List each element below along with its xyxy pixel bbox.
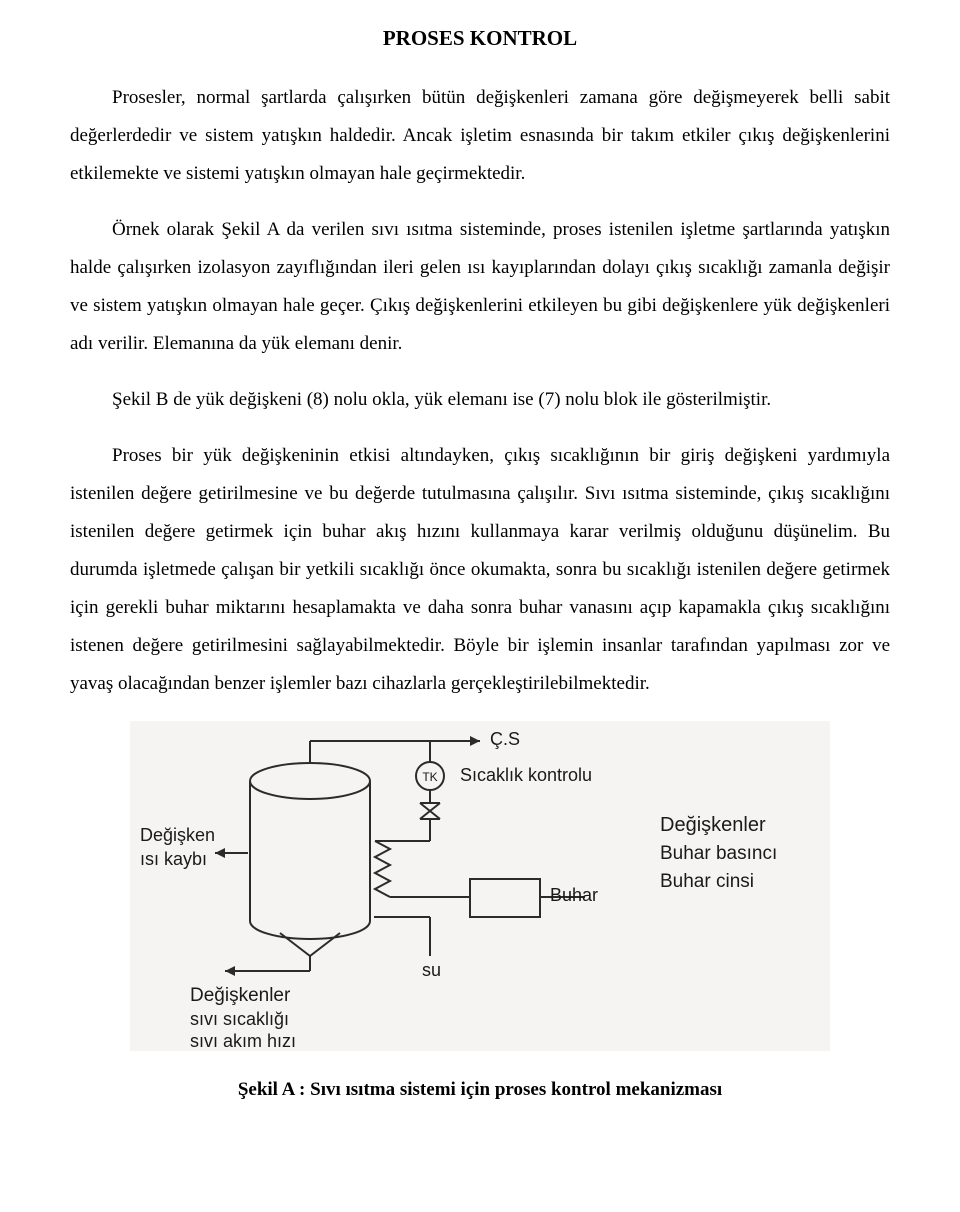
figure-caption: Şekil A : Sıvı ısıtma sistemi için prose…: [70, 1079, 890, 1101]
document-page: PROSES KONTROL Prosesler, normal şartlar…: [0, 0, 960, 1212]
label-degiskenler-right: Değişkenler: [660, 814, 766, 836]
label-sivi-sicakligi: sıvı sıcaklığı: [190, 1009, 289, 1029]
label-isi-kaybi: ısı kaybı: [140, 849, 207, 869]
page-title: PROSES KONTROL: [70, 26, 890, 51]
label-buhar: Buhar: [550, 885, 598, 905]
label-cs: Ç.S: [490, 729, 520, 749]
paragraph-1: Prosesler, normal şartlarda çalışırken b…: [70, 79, 890, 193]
label-degiskenler-left: Değişkenler: [190, 985, 291, 1006]
steam-box: [470, 879, 540, 917]
paragraph-2: Örnek olarak Şekil A da verilen sıvı ısı…: [70, 211, 890, 363]
label-controller: TK: [422, 770, 437, 784]
label-sicaklik-kontrolu: Sıcaklık kontrolu: [460, 765, 592, 785]
label-su: su: [422, 960, 441, 980]
label-buhar-cinsi: Buhar cinsi: [660, 871, 754, 892]
paragraph-4: Proses bir yük değişkeninin etkisi altın…: [70, 437, 890, 703]
figure-a-diagram: Ç.S TK Sıcaklık kontrolu Değişkenler Buh…: [130, 721, 830, 1051]
label-degisken: Değişken: [140, 825, 215, 845]
label-buhar-basinci: Buhar basıncı: [660, 843, 777, 864]
paragraph-3: Şekil B de yük değişkeni (8) nolu okla, …: [70, 381, 890, 419]
label-sivi-akim-hizi: sıvı akım hızı: [190, 1031, 296, 1051]
